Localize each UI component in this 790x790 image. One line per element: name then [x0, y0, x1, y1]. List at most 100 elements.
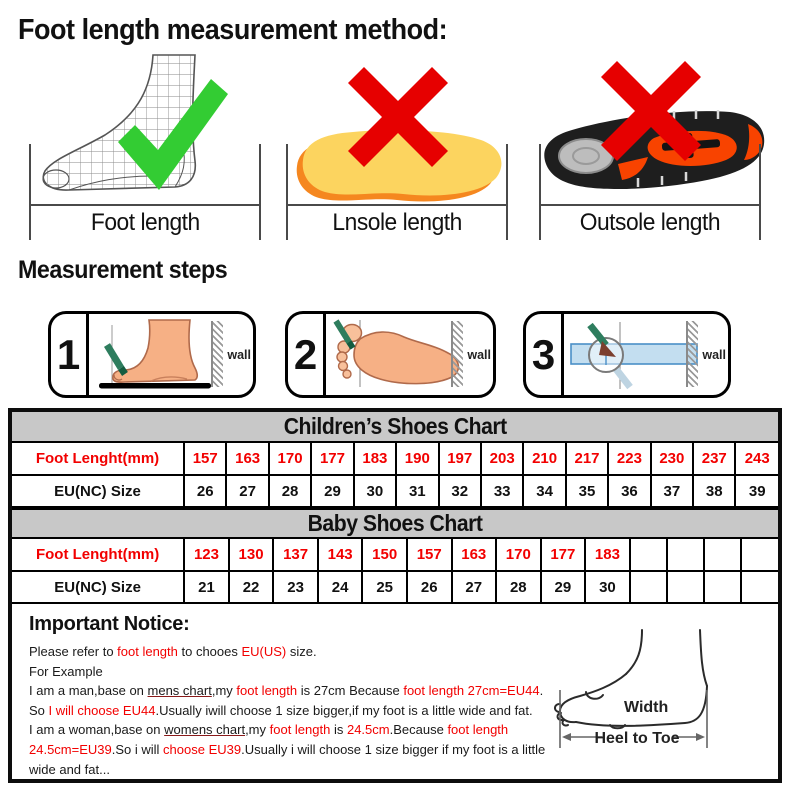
cross-icon	[601, 61, 701, 161]
notice-segment: So	[29, 702, 49, 718]
notice-segment: mens chart	[147, 683, 212, 699]
size-cell: 177	[539, 539, 587, 572]
children-chart-title: Children’s Shoes Chart	[12, 412, 778, 443]
foot-side-illustration	[99, 319, 211, 389]
wall-label: wall	[702, 348, 726, 362]
size-cell: 38	[692, 474, 737, 508]
size-cell: 203	[479, 443, 525, 476]
method-insole-length: Lnsole length	[286, 52, 508, 242]
page-title: Foot length measurement method:	[18, 14, 448, 46]
notice-segment: is	[330, 722, 347, 738]
size-cell: 130	[227, 539, 275, 572]
size-cell: 39	[734, 474, 778, 508]
notice-segment: foot length	[236, 683, 298, 699]
size-cell: 31	[395, 474, 440, 508]
size-cell: 33	[479, 474, 525, 508]
row-label: Foot Lenght(mm)	[12, 539, 186, 572]
size-cell: 197	[437, 443, 482, 476]
size-cell: 28	[267, 474, 313, 508]
size-cell: 230	[649, 443, 695, 476]
table-row: Foot Lenght(mm) 157 163 170 177 183 190 197 203 2…	[12, 443, 778, 476]
steps-heading: Measurement steps	[18, 256, 228, 284]
methods-section: Foot length Lnsole length	[0, 52, 790, 244]
method-foot-length: Foot length	[29, 52, 261, 242]
size-cell: 36	[607, 474, 652, 508]
foot-length-bracket: Foot length	[29, 144, 261, 240]
size-cell: 22	[227, 570, 275, 604]
size-cell: 237	[692, 443, 737, 476]
notice-segment: size.	[286, 644, 317, 659]
notice-segment: foot length	[117, 644, 178, 659]
size-cell: 32	[437, 474, 482, 508]
size-cell: 27	[450, 570, 498, 604]
notice-segment: womens chart	[164, 722, 246, 738]
notice-segment: .Usually iwill choose 1 size bigger,if m…	[155, 702, 533, 718]
width-label: Width	[624, 699, 668, 716]
row-label: EU(NC) Size	[12, 474, 185, 508]
children-chart-title-text: Children’s Shoes Chart	[283, 413, 507, 439]
size-cell: 123	[183, 539, 230, 572]
size-chart-panel: Children’s Shoes Chart Foot Lenght(mm) 15…	[8, 408, 782, 783]
size-cell: 190	[395, 443, 440, 476]
baby-chart-title: Baby Shoes Chart	[12, 508, 778, 539]
size-cell: 28	[495, 570, 542, 604]
size-cell: 25	[361, 570, 408, 604]
notice-segment: I will choose EU44	[48, 702, 156, 718]
baby-chart-title-text: Baby Shoes Chart	[307, 510, 483, 536]
notice-section: Important Notice: Please refer to foot l…	[12, 604, 778, 782]
notice-segment: I am a woman,base on	[29, 722, 165, 738]
size-cell	[665, 539, 705, 572]
notice-segment: I am a man,base on	[29, 683, 148, 699]
size-cell: 26	[182, 474, 228, 508]
size-cell: 210	[522, 443, 567, 476]
size-cell: 163	[450, 539, 498, 572]
insole-art	[287, 52, 507, 204]
method-outsole-length: Outsole length	[539, 52, 765, 242]
notice-segment: For Example	[29, 663, 103, 679]
step-2-scene: wall	[326, 314, 493, 395]
size-cell: 157	[182, 443, 228, 476]
wall-hatch	[211, 321, 223, 387]
size-cell: 177	[310, 443, 355, 476]
size-cell: 21	[183, 570, 230, 604]
notice-segment: .Usually i will choose 1 size bigger if …	[241, 741, 546, 757]
notice-segment: foot length 27cm=EU44	[403, 683, 540, 699]
notice-heading: Important Notice:	[29, 613, 190, 635]
size-cell	[739, 570, 778, 604]
method-label: Foot length	[90, 209, 200, 236]
notice-segment: wide and fat...	[29, 761, 110, 777]
step-number: 2	[288, 314, 326, 395]
notice-segment: .Because	[389, 722, 448, 738]
notice-segment: foot length	[447, 722, 509, 738]
notice-segment: foot length	[269, 722, 331, 738]
outsole-art	[540, 52, 765, 204]
outsole-length-bracket: Outsole length	[539, 144, 761, 240]
heel-to-toe-label: Heel to Toe	[594, 730, 679, 747]
notice-segment: 24.5cm=EU39	[29, 741, 112, 757]
wall-hatch	[686, 321, 698, 387]
size-cell: 170	[495, 539, 542, 572]
check-icon	[118, 79, 228, 190]
size-cell: 217	[564, 443, 610, 476]
cross-icon	[348, 67, 448, 167]
wireframe-foot-art	[30, 52, 260, 204]
notice-segment: ,my	[211, 683, 237, 699]
ruler-illustration	[570, 322, 698, 390]
size-cell: 29	[310, 474, 355, 508]
notice-segment: is 27cm Because	[297, 683, 404, 699]
step-number: 3	[526, 314, 564, 395]
wall-label: wall	[467, 348, 491, 362]
wall-hatch	[451, 321, 463, 387]
size-cell: 143	[316, 539, 364, 572]
table-row: Foot Lenght(mm) 123 130 137 143 150 157 163 170 1…	[12, 539, 778, 572]
row-label: Foot Lenght(mm)	[12, 443, 185, 476]
step-1: 1 wall	[48, 311, 256, 398]
size-cell: 29	[539, 570, 587, 604]
method-label: Outsole length	[579, 209, 721, 236]
notice-segment: to chooes	[177, 644, 242, 659]
size-cell: 183	[352, 443, 398, 476]
method-label: Lnsole length	[332, 209, 462, 236]
notice-segment: .So i will	[111, 741, 164, 757]
size-cell: 24	[316, 570, 364, 604]
table-row: EU(NC) Size 21 22 23 24 25 26 27 28 29 30	[12, 570, 778, 604]
